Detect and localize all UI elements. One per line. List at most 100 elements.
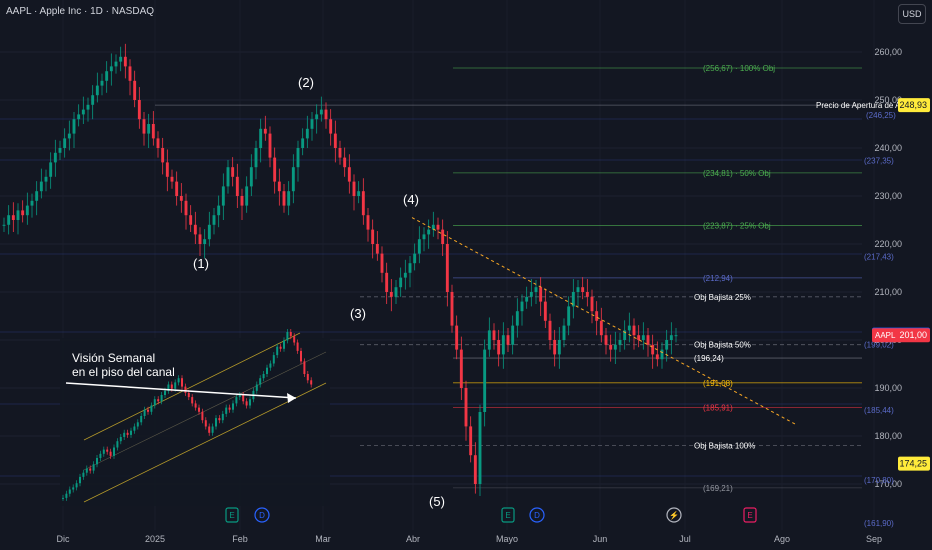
level-label: Precio de Apertura de Año <box>816 101 910 110</box>
candle-body <box>301 138 305 148</box>
inset-candle <box>225 407 228 414</box>
y-tick-label: 250,00 <box>874 95 902 105</box>
inset-candle <box>147 409 149 412</box>
annotation-line-1: Visión Semanal <box>72 351 155 365</box>
candle-body <box>487 330 491 350</box>
price-badge-label: AAPL <box>875 331 896 340</box>
level-label: (212,94) <box>703 274 733 283</box>
inset-candle <box>208 426 211 433</box>
candle-body <box>497 340 501 355</box>
inset-candle <box>109 451 112 456</box>
candle-body <box>478 412 482 484</box>
inset-candle <box>238 395 241 398</box>
candle-body <box>184 200 188 216</box>
wave-label: (2) <box>298 75 314 90</box>
candle-body <box>179 196 183 201</box>
inset-candle <box>170 384 173 389</box>
event-icon-label: ⚡ <box>669 510 679 520</box>
earnings-icon <box>743 507 757 523</box>
candle-body <box>2 224 6 226</box>
candle-body <box>305 128 309 139</box>
downtrend-line <box>411 217 796 425</box>
price-badge-value: 174,25 <box>899 459 927 469</box>
candle-body <box>137 100 141 120</box>
candle-body <box>553 340 557 355</box>
candle-body <box>291 167 295 192</box>
inset-candle <box>68 489 71 494</box>
candle-body <box>114 61 118 67</box>
candle-body <box>123 56 127 67</box>
x-tick-label: Feb <box>232 534 248 544</box>
inset-candle <box>99 453 102 458</box>
candle-body <box>338 148 342 158</box>
candle-body <box>567 306 571 326</box>
x-tick-label: Mayo <box>496 534 518 544</box>
candle-body <box>63 138 67 148</box>
inset-candle <box>306 374 309 381</box>
level-label: (191,08) <box>703 379 733 388</box>
inset-candle <box>96 458 98 465</box>
dividend-icon <box>254 507 270 523</box>
inset-candle <box>262 374 265 379</box>
candle-body <box>11 215 15 220</box>
inset-candle <box>184 386 187 393</box>
candle-body <box>142 119 146 134</box>
inset-candle <box>276 346 279 356</box>
candle-body <box>86 104 90 110</box>
chart-title: AAPL · Apple Inc · 1D · NASDAQ <box>6 6 155 17</box>
candle-body <box>91 95 95 105</box>
candle-body <box>361 191 365 216</box>
candle-body <box>585 292 589 297</box>
candle-body <box>324 109 328 120</box>
candle-body <box>539 287 543 302</box>
inset-candle <box>136 422 139 427</box>
inset-candle <box>160 395 163 402</box>
candle-body <box>273 157 277 182</box>
candle-body <box>669 335 673 340</box>
inset-background <box>60 338 330 506</box>
candle-body <box>35 191 39 201</box>
candle-body <box>347 167 351 182</box>
candle-body <box>16 210 20 220</box>
x-tick-label: 2025 <box>145 534 165 544</box>
candle-body <box>39 181 43 192</box>
inset-candle <box>228 407 231 410</box>
inset-candle <box>255 384 258 391</box>
candle-body <box>277 181 281 192</box>
inset-candle <box>201 411 204 421</box>
inset-candle <box>89 468 92 471</box>
inset-candle <box>198 407 200 412</box>
x-tick-label: Dic <box>57 534 70 544</box>
inset-candle <box>75 483 78 488</box>
candle-body <box>189 215 193 225</box>
currency-button[interactable]: USD <box>898 4 926 24</box>
candle-body <box>147 124 151 134</box>
candle-body <box>576 287 580 292</box>
candle-body <box>665 340 669 350</box>
candle-body <box>655 354 659 360</box>
candle-body <box>431 224 435 230</box>
candle-body <box>259 128 263 148</box>
candle-body <box>646 335 650 345</box>
candle-body <box>193 224 197 235</box>
candle-body <box>455 325 459 350</box>
level-label: (169,21) <box>703 484 733 493</box>
candle-body <box>231 167 235 177</box>
candle-body <box>156 138 160 148</box>
y-tick-label: 260,00 <box>874 47 902 57</box>
inset-candle <box>269 363 272 368</box>
candle-body <box>543 301 547 321</box>
inset-candle <box>113 447 115 456</box>
inset-candle <box>283 340 285 349</box>
price-badge-value: 248,93 <box>899 100 927 110</box>
candle-body <box>627 325 631 331</box>
candle-body <box>133 80 137 100</box>
y-tick-label: 190,00 <box>874 383 902 393</box>
inset-candle <box>194 403 197 408</box>
candle-body <box>245 186 249 206</box>
level-label: Obj Bajista 100% <box>694 442 755 451</box>
candle-body <box>254 148 258 168</box>
candle-body <box>203 239 207 244</box>
